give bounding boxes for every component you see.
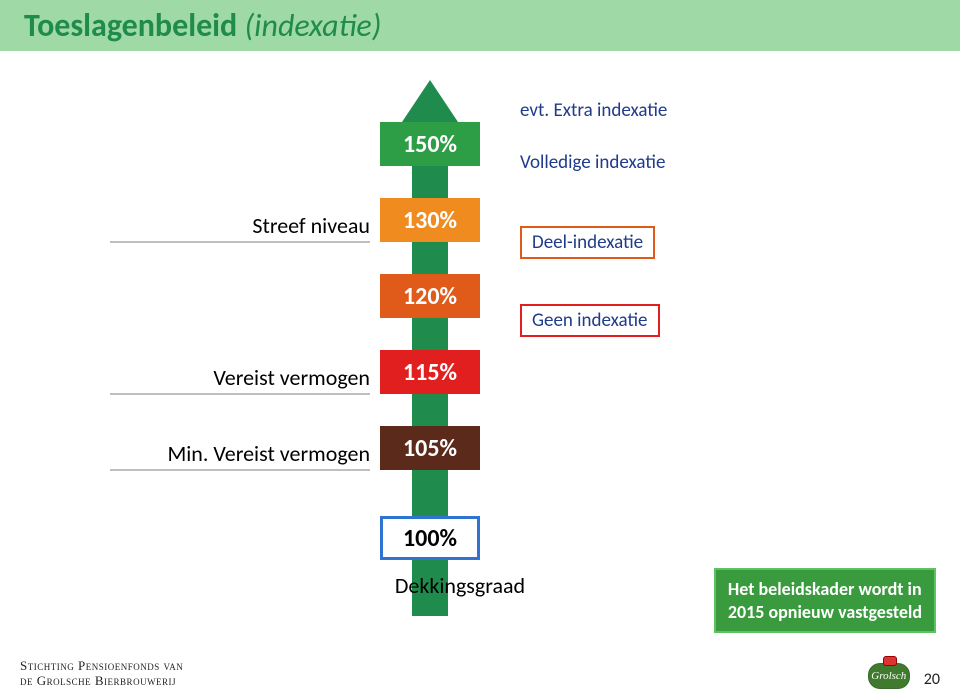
axis-label: Dekkingsgraad — [380, 572, 540, 599]
level-block-150: 150% — [380, 122, 480, 166]
callout-line1: Het beleidskader wordt in — [728, 578, 922, 600]
level-block-105: 105% — [380, 426, 480, 470]
footer-right: Grolsch 20 — [868, 663, 940, 689]
right-label: Volledige indexatie — [520, 148, 665, 177]
page-number: 20 — [924, 670, 940, 689]
footer: Stichting Pensioenfonds van de Grolsche … — [20, 658, 940, 689]
left-label: Streef niveau — [110, 212, 370, 243]
footer-line1: Stichting Pensioenfonds van — [20, 658, 183, 674]
indexatie-diagram: 150% 130% 120% 115% 105% 100% Streef niveau Ve… — [0, 70, 960, 630]
left-label: Vereist vermogen — [110, 364, 370, 395]
level-block-130: 130% — [380, 198, 480, 242]
logo-text: Grolsch — [871, 670, 906, 682]
title-italic: (indexatie) — [244, 6, 381, 45]
callout-box: Het beleidskader wordt in 2015 opnieuw v… — [714, 568, 936, 633]
callout-line2: 2015 opnieuw vastgesteld — [728, 601, 922, 623]
level-block-100: 100% — [380, 516, 480, 560]
right-label: Geen indexatie — [520, 304, 660, 337]
arrow-head-icon — [398, 80, 462, 128]
logo-crest-icon — [883, 656, 897, 666]
level-block-120: 120% — [380, 274, 480, 318]
left-label: Min. Vereist vermogen — [110, 440, 370, 471]
footer-org: Stichting Pensioenfonds van de Grolsche … — [20, 658, 183, 689]
level-block-115: 115% — [380, 350, 480, 394]
right-label: Deel-indexatie — [520, 226, 655, 259]
right-label: evt. Extra indexatie — [520, 96, 667, 125]
title-main: Toeslagenbeleid — [24, 6, 244, 45]
grolsch-logo-icon: Grolsch — [868, 663, 910, 689]
footer-line2: de Grolsche Bierbrouwerij — [20, 673, 183, 689]
slide-title-bar: Toeslagenbeleid (indexatie) — [0, 0, 960, 51]
